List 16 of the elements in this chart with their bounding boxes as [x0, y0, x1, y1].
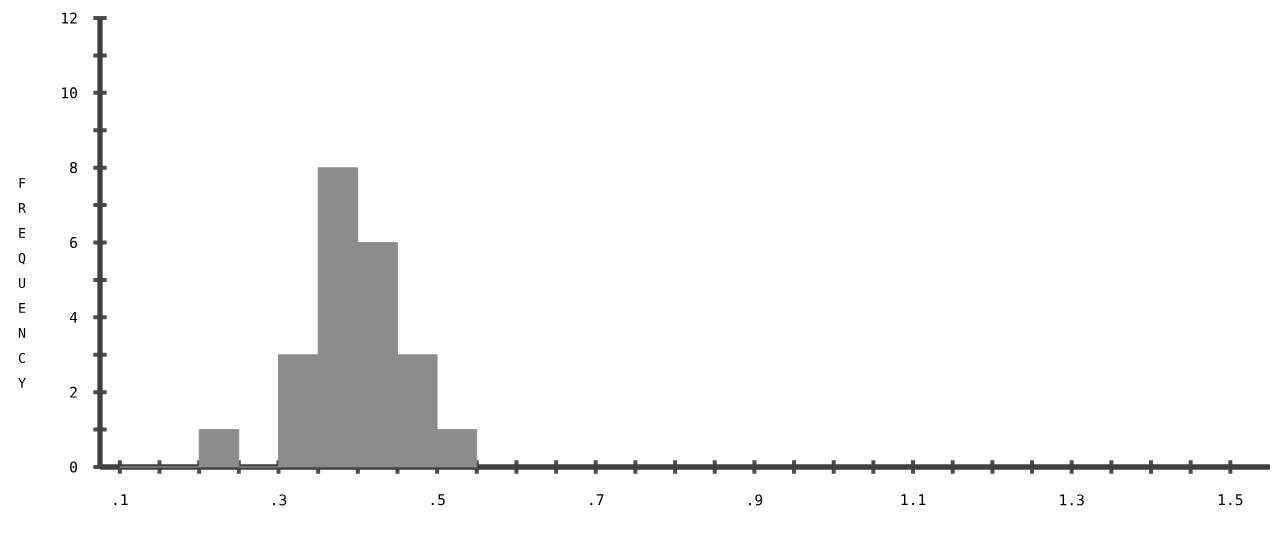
y-tick-label: 6	[70, 236, 78, 249]
x-tick-label: 1.5	[1218, 494, 1243, 506]
text: FREQUENCY	[18, 178, 27, 388]
y-tick-label: 2	[70, 386, 77, 398]
x-tick-label: .3	[273, 494, 287, 506]
x-tick-label: .1	[114, 494, 128, 506]
x-tick-label: 1.1	[901, 494, 926, 506]
y-tick-label: 8	[70, 162, 78, 174]
x-tick-label: 1.3	[1060, 494, 1084, 506]
y-tick-label: 12	[62, 12, 77, 24]
x-tick-label: .7	[590, 494, 604, 506]
y-tick-label: 0	[70, 461, 78, 473]
x-tick-label: .9	[749, 494, 763, 506]
y-tick-label: 10	[62, 87, 78, 99]
x-tick-label: .5	[431, 494, 445, 506]
y-tick-label: 4	[69, 311, 78, 323]
